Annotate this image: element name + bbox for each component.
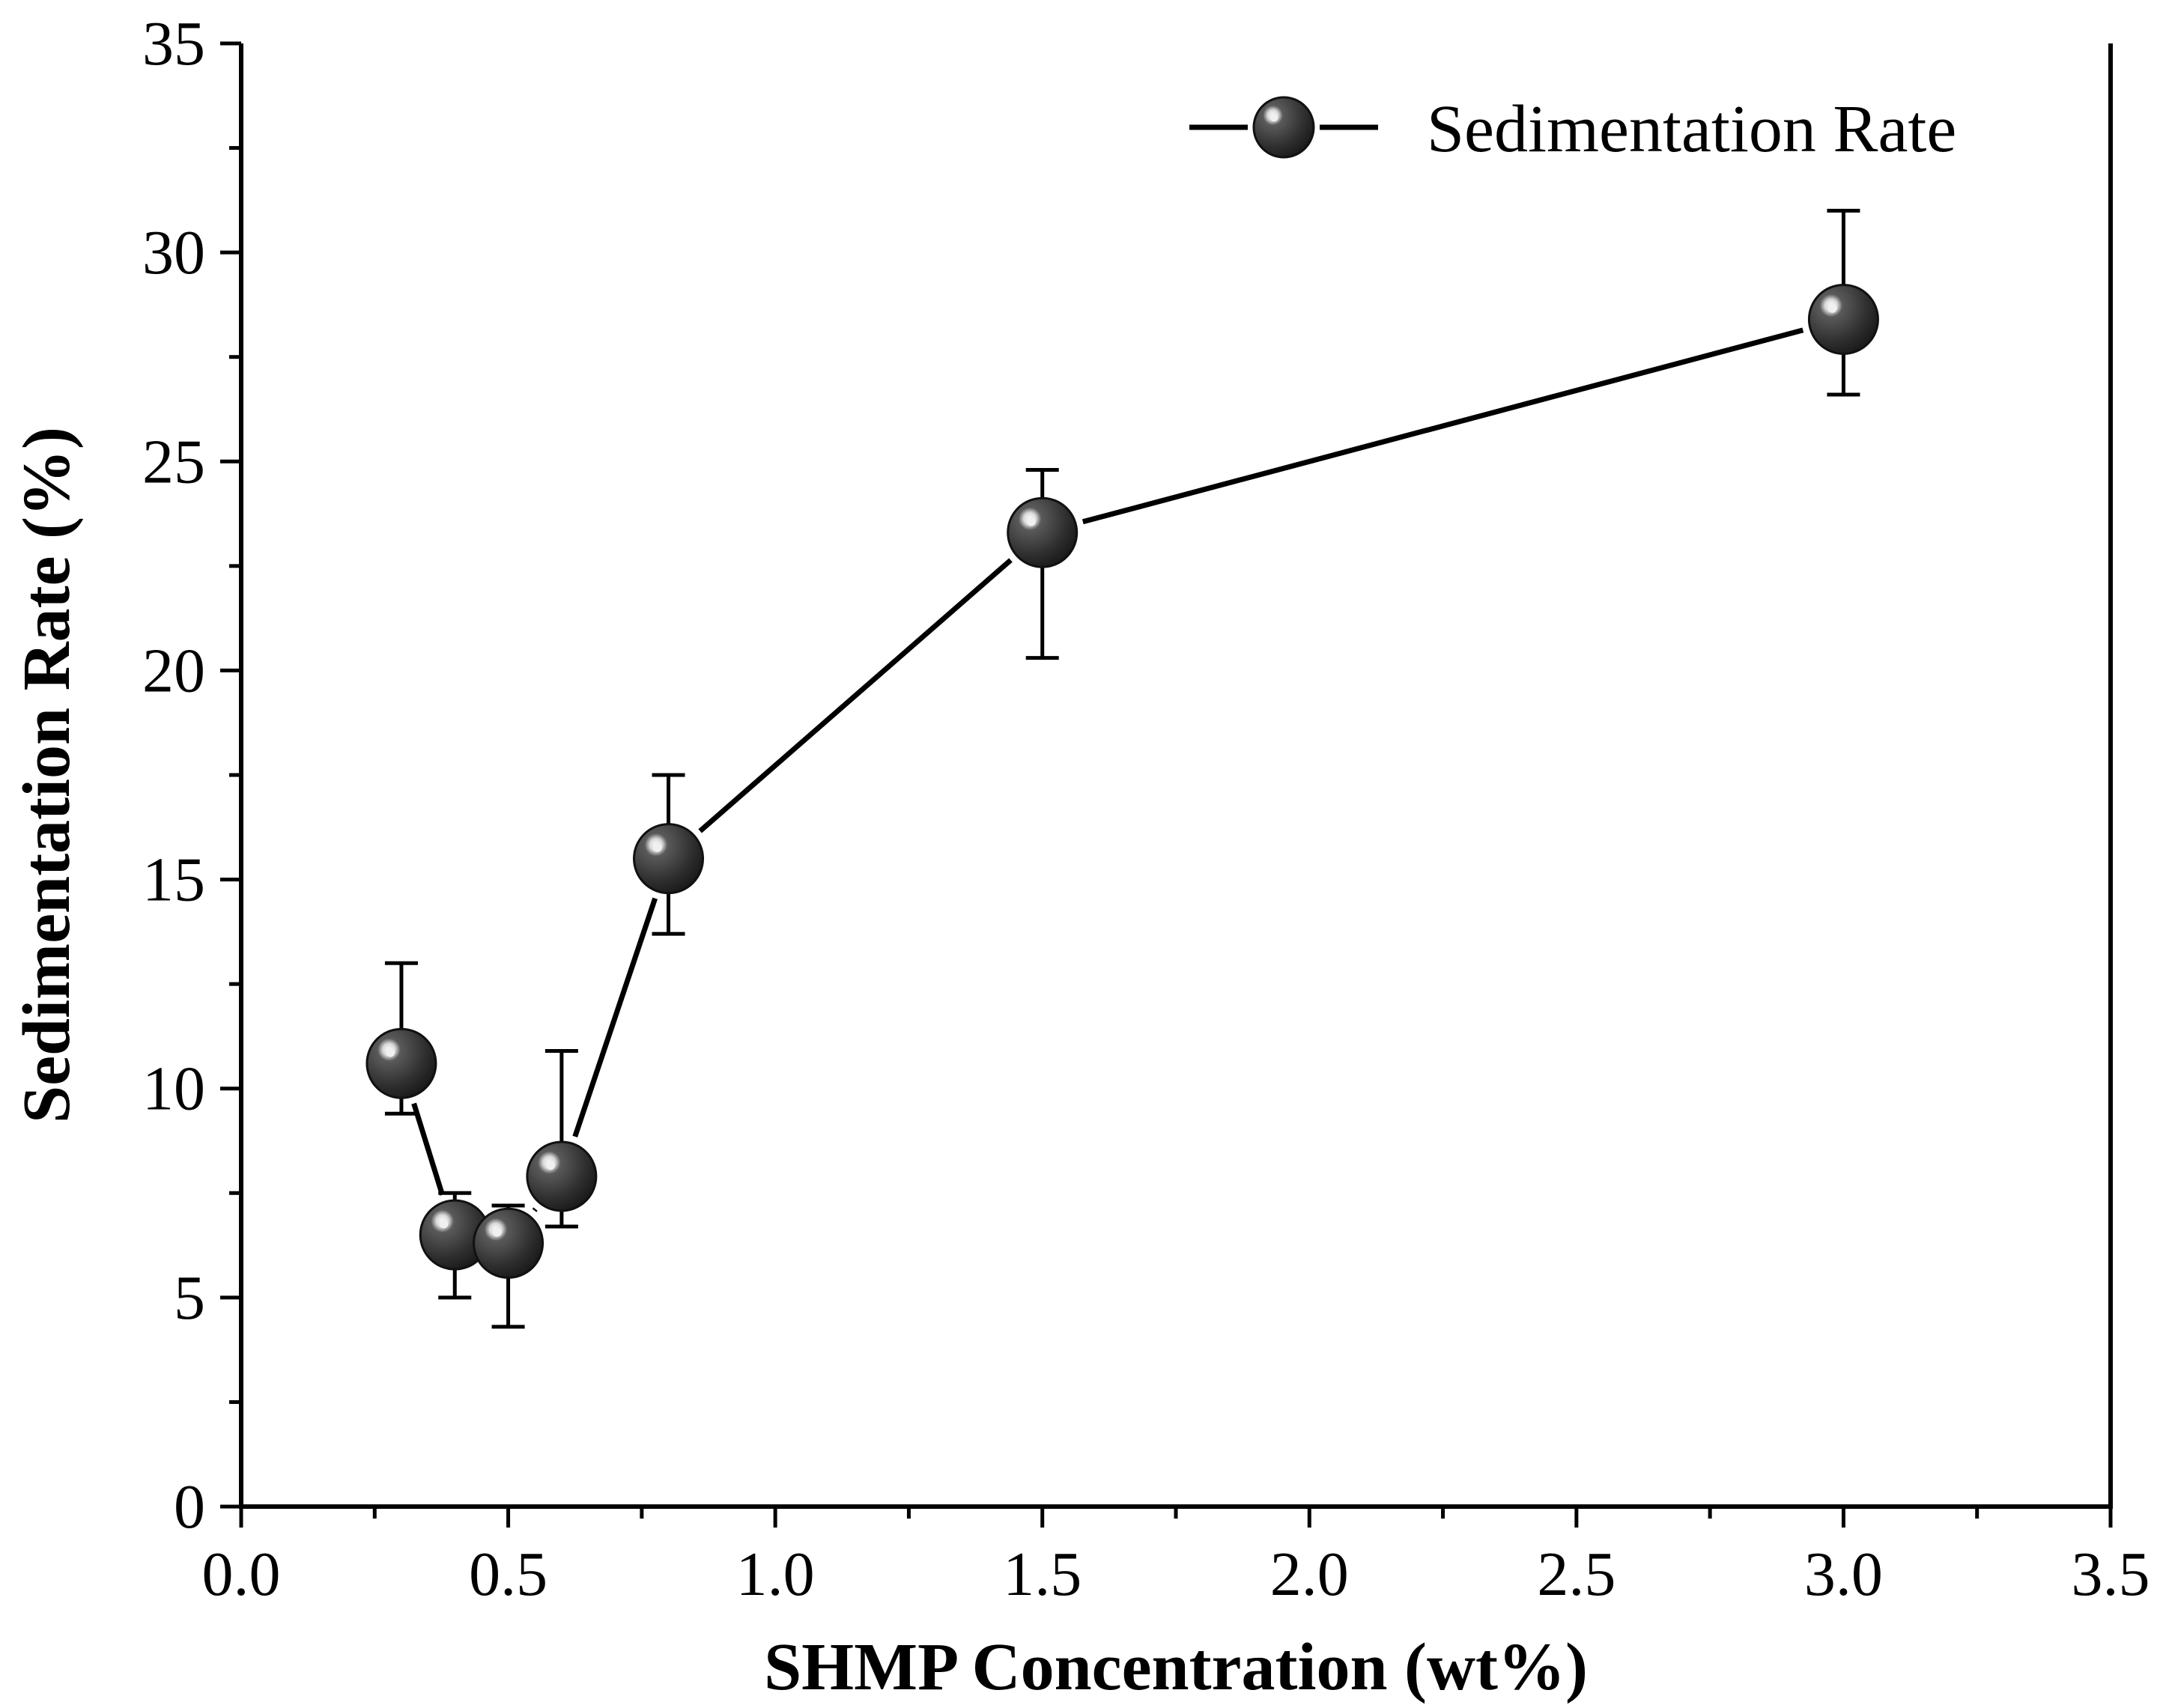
legend-marker (1252, 96, 1315, 159)
tick-labels: 0.0 0.5 1.0 1.5 2.0 2.5 3.0 3.5 0 5 10 15 20 25 30 35 (142, 9, 2150, 1609)
y-tick-label: 0 (174, 1472, 205, 1542)
marker-highlight (439, 1219, 449, 1229)
series-line-segment (1081, 327, 1804, 525)
plot-frame (239, 43, 2113, 1509)
x-tick-label: 2.5 (1537, 1540, 1616, 1609)
data-point (633, 823, 705, 895)
marker-sphere (473, 1207, 544, 1279)
y-tick-label: 25 (142, 427, 205, 496)
marker-highlight (1270, 114, 1278, 122)
marker-sphere (1807, 283, 1879, 355)
series-line-segment (411, 1102, 445, 1196)
y-tick-label: 10 (142, 1054, 205, 1124)
marker-highlight (492, 1227, 502, 1237)
y-tick-label: 5 (174, 1263, 205, 1333)
series-line-segment (572, 897, 658, 1137)
marker-sphere (633, 823, 705, 895)
data-point (419, 1199, 491, 1271)
marker-highlight (1827, 303, 1837, 313)
legend-label: Sedimentation Rate (1427, 92, 1956, 166)
marker-sphere (1252, 96, 1315, 159)
data-point (1007, 496, 1079, 568)
series-line-group (411, 327, 1804, 1212)
x-tick-label: 1.5 (1003, 1540, 1081, 1609)
y-tick-label: 30 (142, 218, 205, 288)
y-tick-label: 15 (142, 845, 205, 915)
legend: Sedimentation Rate (1189, 92, 1956, 166)
series-line-segment (532, 1207, 538, 1212)
x-tick-label: 3.0 (1804, 1540, 1883, 1609)
y-tick-label: 20 (142, 636, 205, 705)
data-points (365, 283, 1879, 1279)
x-tick-label: 1.0 (736, 1540, 815, 1609)
marker-sphere (526, 1140, 598, 1212)
marker-sphere (1007, 496, 1079, 568)
marker-highlight (1027, 517, 1036, 526)
marker-highlight (652, 842, 662, 852)
error-bars (384, 208, 1860, 1329)
data-point (526, 1140, 598, 1212)
axes (239, 43, 2113, 1509)
y-axis-title: Sedimentation Rate (%) (10, 427, 84, 1123)
x-tick-label: 0.0 (202, 1540, 281, 1609)
data-point (365, 1027, 437, 1099)
x-tick-label: 3.5 (2072, 1540, 2150, 1609)
x-tick-label: 0.5 (469, 1540, 547, 1609)
data-point (1807, 283, 1879, 355)
tick-marks (220, 41, 2113, 1528)
x-axis-title: SHMP Concentration (wt%) (764, 1630, 1588, 1704)
marker-highlight (386, 1048, 395, 1057)
x-tick-label: 2.0 (1270, 1540, 1349, 1609)
series-line-segment (698, 558, 1013, 833)
data-point (473, 1207, 544, 1279)
marker-highlight (546, 1161, 556, 1170)
y-tick-label: 35 (142, 9, 205, 79)
marker-sphere (365, 1027, 437, 1099)
